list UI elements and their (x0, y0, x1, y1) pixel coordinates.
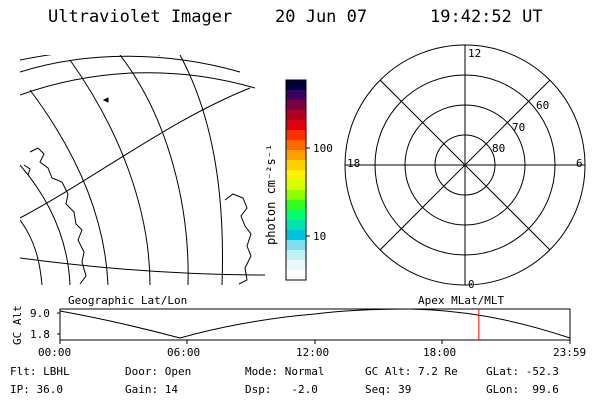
xtick-0600: 06:00 (167, 346, 201, 359)
colorbar-segment (286, 120, 306, 131)
coastline (102, 97, 109, 103)
apex-label: Apex MLat/MLT (418, 294, 505, 307)
xtick-1200: 12:00 (296, 346, 330, 359)
meridian-arc (29, 89, 109, 285)
colorbar-segment (286, 190, 306, 201)
latitude-arc (20, 72, 256, 96)
colorbar-segment (286, 90, 306, 101)
colorbar-segment (286, 220, 306, 231)
latitude-arc (20, 55, 160, 61)
gc-alt-status: GC Alt: 7.2 Re (365, 365, 458, 378)
colorbar-segment (286, 250, 306, 261)
colorbar-segment (286, 230, 306, 241)
colorbar-segment (286, 240, 306, 251)
colorbar-segment (286, 130, 306, 141)
gain-status: Gain: 14 (125, 383, 178, 396)
colorbar-segment (286, 170, 306, 181)
polar-axis (379, 79, 551, 251)
colorbar-tick-10: 10 (313, 230, 327, 243)
filter-status: Flt: LBHL (10, 365, 70, 378)
altitude-ylabel: GC Alt (11, 305, 24, 345)
glon-status: GLon: 99.6 (486, 383, 559, 396)
grid-line (20, 257, 266, 276)
colorbar-segment (286, 210, 306, 221)
lat-label-60: 60 (536, 99, 550, 112)
instrument-title: Ultraviolet Imager (48, 7, 233, 27)
mode-status: Mode: Normal (245, 365, 325, 378)
xtick-1800: 18:00 (423, 346, 457, 359)
meridian-arc (119, 55, 189, 285)
ip-status: IP: 36.0 (10, 383, 63, 396)
colorbar-segment (286, 180, 306, 191)
meridian-arc (20, 219, 43, 285)
mlt-label-12: 12 (468, 47, 482, 60)
coastline (29, 147, 87, 285)
meridian-arc (20, 164, 71, 285)
dsp-status: Dsp: -2.0 (245, 383, 318, 396)
colorbar-segment (286, 260, 306, 271)
lat-label-70: 70 (512, 121, 526, 134)
colorbar-segment (286, 270, 306, 281)
colorbar-segment (286, 100, 306, 111)
ytick-9: 9.0 (30, 307, 50, 320)
grid-line (20, 87, 251, 219)
colorbar-segment (286, 150, 306, 161)
xtick-2359: 23:59 (553, 346, 587, 359)
geographic-label: Geographic Lat/Lon (68, 294, 188, 307)
meridian-arc (179, 55, 223, 285)
colorbar-segment (286, 80, 306, 91)
lat-label-80: 80 (492, 142, 506, 155)
time-label: 19:42:52 UT (430, 7, 543, 27)
colorbar-segment (286, 160, 306, 171)
colorbar-segment (286, 140, 306, 151)
colorbar-segment (286, 110, 306, 121)
seq-status: Seq: 39 (365, 383, 412, 396)
latitude-arc (20, 55, 241, 73)
xtick-0000: 00:00 (38, 346, 72, 359)
mlt-label-0: 0 (468, 278, 475, 291)
glat-status: GLat: -52.3 (486, 365, 559, 378)
altitude-curve (59, 308, 571, 339)
mlt-label-18: 18 (347, 157, 361, 170)
date-label: 20 Jun 07 (275, 7, 368, 27)
mlt-label-6: 6 (576, 157, 583, 170)
door-status: Door: Open (125, 365, 192, 378)
colorbar-tick-100: 100 (313, 142, 333, 155)
coastline (23, 164, 31, 176)
colorbar-segment (286, 200, 306, 211)
ytick-1-8: 1.8 (30, 328, 50, 341)
coastline (224, 193, 252, 285)
meridian-arc (69, 59, 151, 285)
